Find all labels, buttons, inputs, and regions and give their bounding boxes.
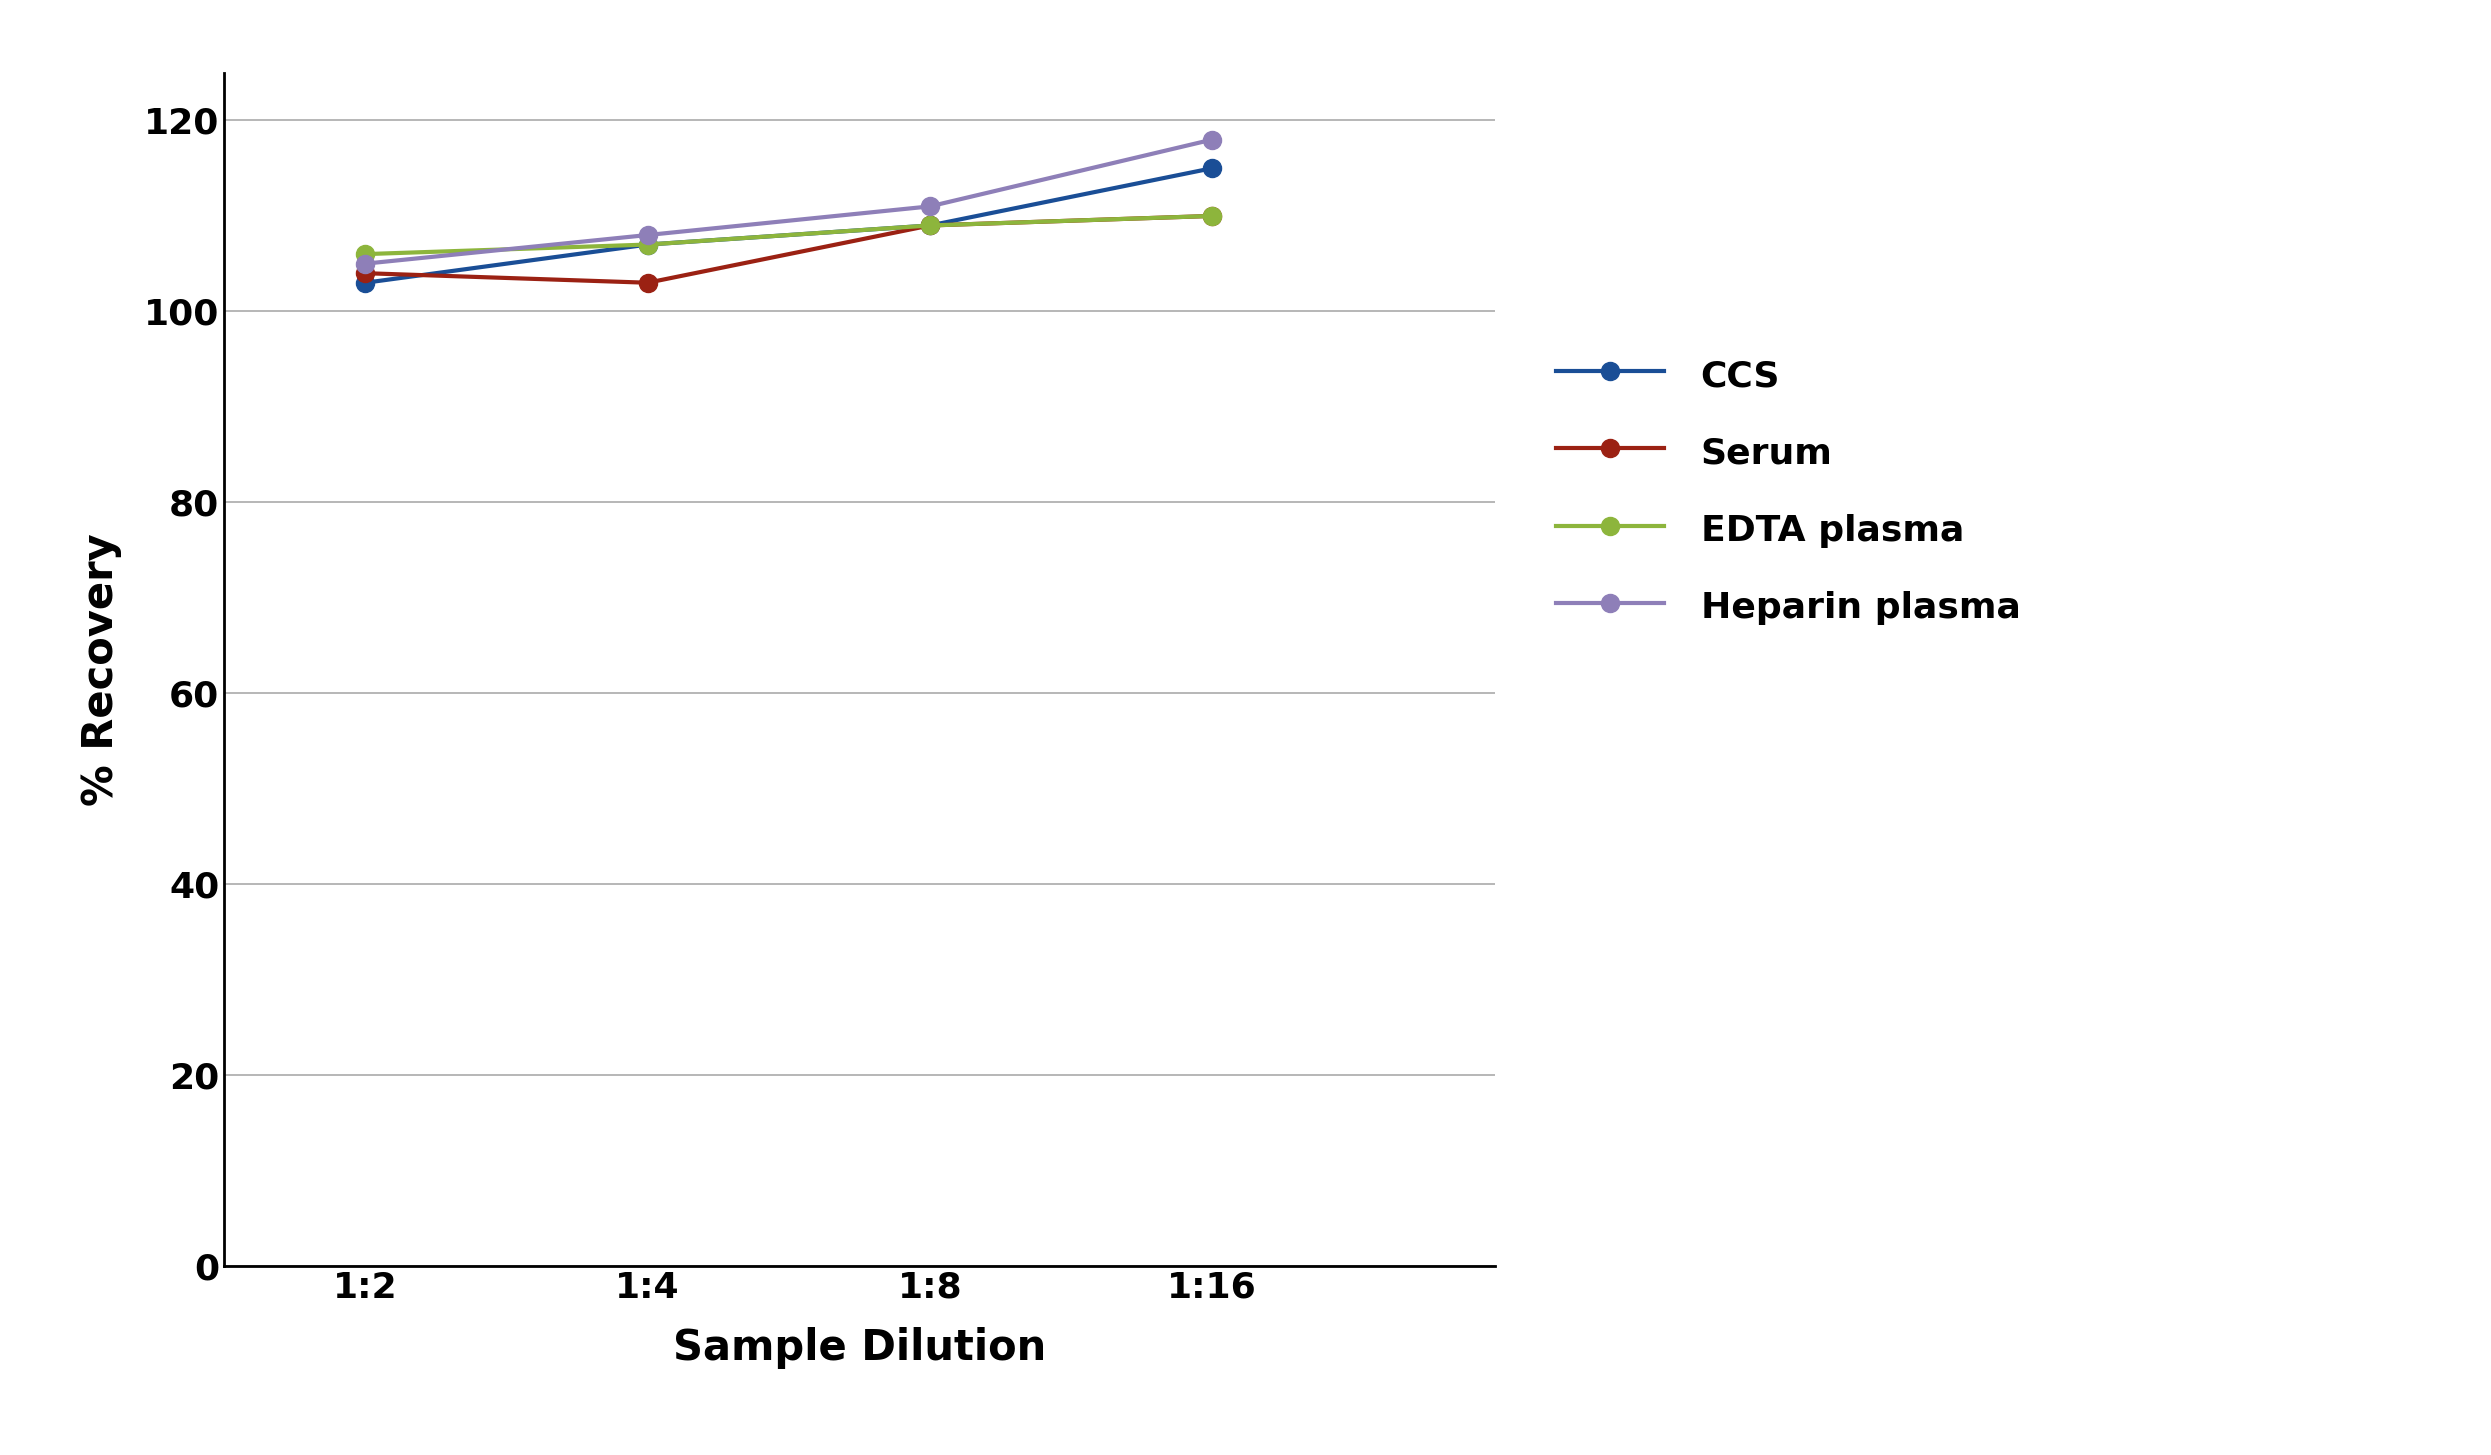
EDTA plasma bbox=[633, 236, 663, 253]
Heparin plasma bbox=[1198, 131, 1228, 148]
Y-axis label: % Recovery: % Recovery bbox=[80, 533, 122, 806]
EDTA plasma bbox=[1198, 207, 1228, 224]
Serum bbox=[633, 274, 663, 291]
EDTA plasma bbox=[351, 246, 381, 263]
CCS bbox=[633, 236, 663, 253]
Line: CCS: CCS bbox=[356, 159, 1221, 292]
Heparin plasma bbox=[351, 255, 381, 272]
Line: EDTA plasma: EDTA plasma bbox=[356, 207, 1221, 263]
Serum bbox=[351, 265, 381, 282]
EDTA plasma bbox=[914, 217, 944, 234]
CCS bbox=[914, 217, 944, 234]
Heparin plasma bbox=[914, 198, 944, 215]
Serum bbox=[914, 217, 944, 234]
CCS bbox=[1198, 160, 1228, 178]
X-axis label: Sample Dilution: Sample Dilution bbox=[673, 1327, 1046, 1369]
Heparin plasma bbox=[633, 227, 663, 244]
CCS bbox=[351, 274, 381, 291]
Legend: CCS, Serum, EDTA plasma, Heparin plasma: CCS, Serum, EDTA plasma, Heparin plasma bbox=[1537, 338, 2038, 643]
Line: Heparin plasma: Heparin plasma bbox=[356, 131, 1221, 272]
Serum bbox=[1198, 207, 1228, 224]
Line: Serum: Serum bbox=[356, 207, 1221, 292]
